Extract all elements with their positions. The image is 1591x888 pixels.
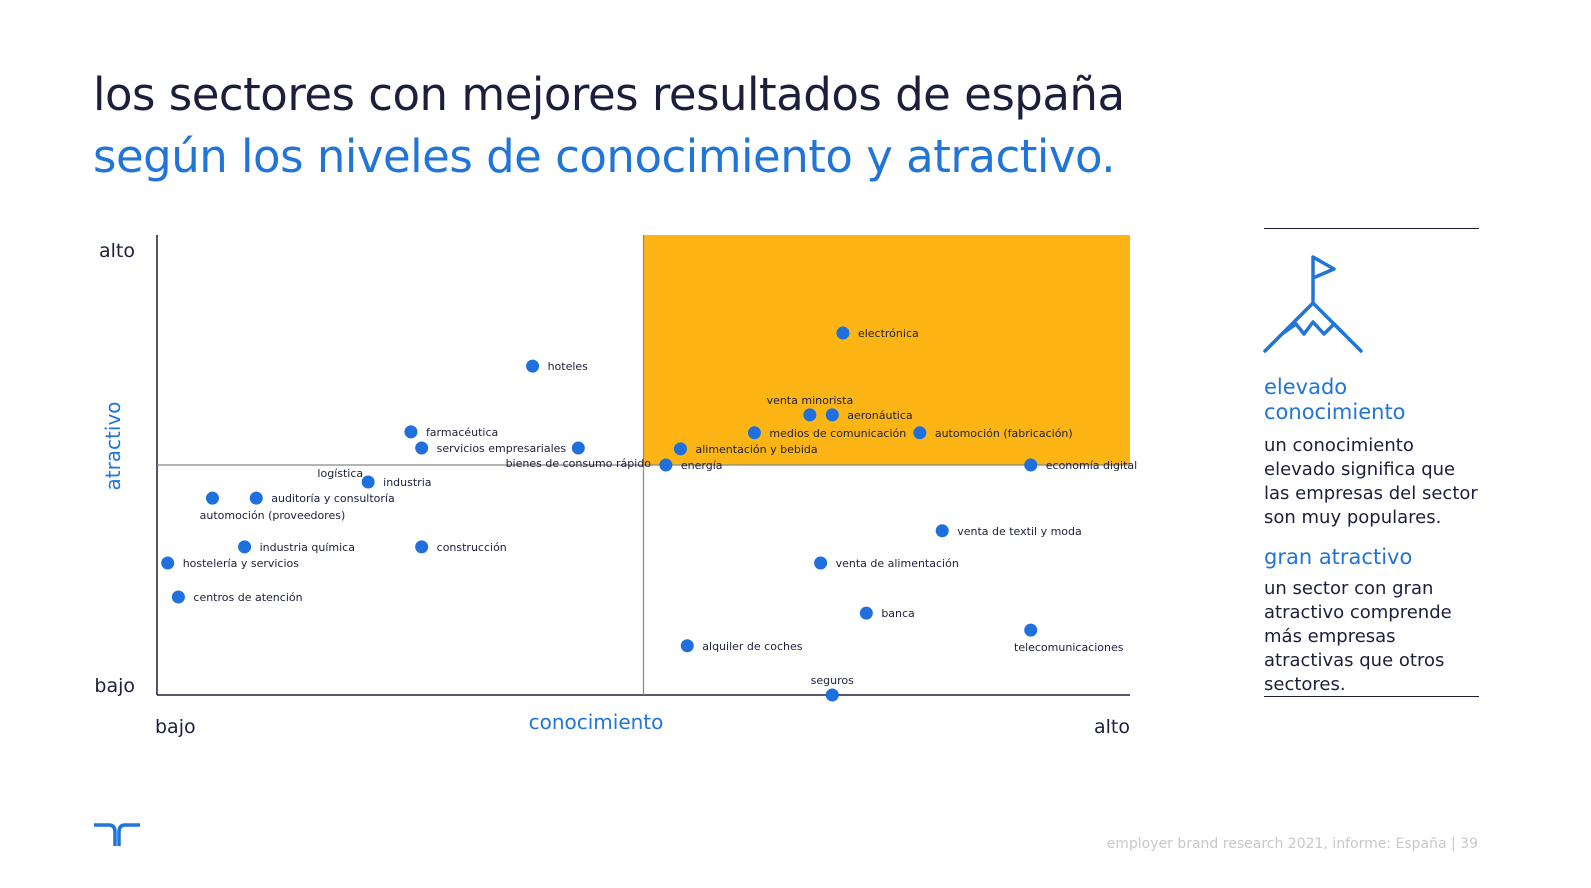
x-axis-label: conocimiento	[529, 710, 664, 734]
page-title: los sectores con mejores resultados de e…	[93, 68, 1125, 121]
data-point	[415, 441, 429, 455]
sidebar-heading-conocimiento: elevado conocimiento	[1264, 375, 1406, 424]
data-point	[161, 556, 175, 570]
data-point-label: bienes de consumo rápido	[506, 457, 652, 470]
data-point	[825, 408, 839, 422]
scatter-chart: alto bajo bajo alto conocimiento atracti…	[94, 235, 1137, 738]
data-point-label: medios de comunicación	[769, 427, 906, 440]
data-point-label: seguros	[811, 674, 854, 687]
footer-text: employer brand research 2021, informe: E…	[1106, 836, 1478, 852]
sidebar-top-rule	[1264, 228, 1479, 229]
data-point-label: electrónica	[858, 327, 919, 340]
data-point-label: farmacéutica	[426, 426, 498, 439]
x-tick-high: alto	[1094, 716, 1130, 738]
data-point	[814, 556, 828, 570]
data-point	[1024, 458, 1038, 472]
data-point-label: telecomunicaciones	[1014, 641, 1124, 654]
data-point-label: alimentación y bebida	[695, 443, 817, 456]
y-tick-high: alto	[99, 240, 135, 262]
data-point-label: logística	[317, 467, 363, 480]
data-point-label: centros de atención	[193, 591, 302, 604]
data-point	[913, 426, 927, 440]
data-point	[1024, 623, 1038, 637]
mountain-flag-icon	[1263, 255, 1363, 353]
data-point	[415, 540, 429, 554]
y-tick-low: bajo	[94, 675, 135, 697]
data-point-label: hoteles	[548, 360, 589, 373]
data-point	[526, 359, 540, 373]
data-point	[825, 688, 839, 702]
data-point-label: hostelería y servicios	[183, 557, 300, 570]
data-point-label: auditoría y consultoría	[271, 492, 395, 505]
data-point-label: construcción	[437, 541, 507, 554]
data-point	[404, 425, 418, 439]
data-point	[238, 540, 252, 554]
data-point	[361, 475, 375, 489]
sidebar-bottom-rule	[1264, 696, 1479, 697]
sidebar-body-atractivo: un sector con gran atractivo comprende m…	[1264, 578, 1452, 695]
data-point	[249, 491, 263, 505]
highlight-quadrant	[643, 235, 1130, 465]
data-point-label: servicios empresariales	[437, 442, 567, 455]
y-axis-label: atractivo	[101, 401, 125, 490]
data-point-label: banca	[881, 607, 914, 620]
data-point-label: automoción (proveedores)	[200, 509, 346, 522]
data-point-label: industria química	[260, 541, 355, 554]
data-point-label: industria	[383, 476, 431, 489]
data-point	[680, 639, 694, 653]
page-subtitle: según los niveles de conocimiento y atra…	[93, 130, 1116, 183]
data-point-label: aeronáutica	[847, 409, 912, 422]
data-point	[571, 441, 585, 455]
data-point	[205, 491, 219, 505]
x-tick-low: bajo	[155, 716, 196, 738]
data-point-label: venta minorista	[767, 394, 854, 407]
data-point	[836, 326, 850, 340]
data-point	[859, 606, 873, 620]
sidebar-heading-atractivo: gran atractivo	[1264, 545, 1413, 569]
data-point-label: energía	[681, 459, 723, 472]
data-point-label: venta de textil y moda	[957, 525, 1082, 538]
randstad-logo	[94, 823, 140, 846]
data-point	[935, 524, 949, 538]
sidebar-body-conocimiento: un conocimiento elevado significa que la…	[1264, 435, 1478, 528]
data-point-label: automoción (fabricación)	[935, 427, 1073, 440]
data-point	[803, 408, 817, 422]
data-point-label: economía digital	[1046, 459, 1137, 472]
data-point	[171, 590, 185, 604]
data-point-label: alquiler de coches	[702, 640, 802, 653]
data-point	[747, 426, 761, 440]
data-point	[659, 458, 673, 472]
data-point	[673, 442, 687, 456]
data-point-label: venta de alimentación	[836, 557, 959, 570]
